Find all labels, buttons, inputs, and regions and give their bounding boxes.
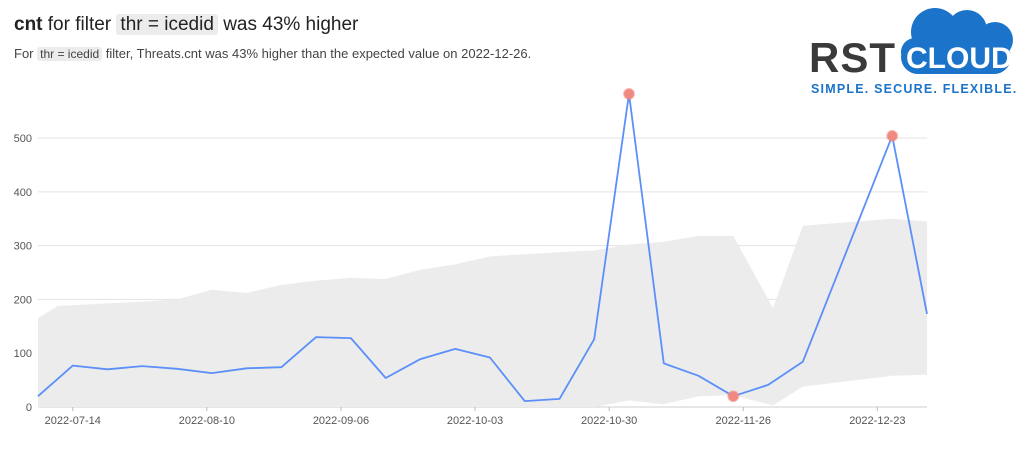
- x-tick-label: 2022-07-14: [45, 415, 101, 427]
- expected-range-band: [38, 218, 927, 407]
- cloud-icon: [901, 8, 1013, 74]
- y-tick-label: 0: [26, 402, 32, 414]
- logo-tagline: SIMPLE. SECURE. FLEXIBLE.: [811, 82, 1017, 96]
- anomaly-point: [623, 87, 636, 100]
- anomaly-point: [727, 390, 740, 403]
- x-tick-label: 2022-10-30: [581, 415, 637, 427]
- y-tick-label: 500: [14, 133, 32, 145]
- subtitle-filter-chip: thr = icedid: [37, 47, 103, 61]
- x-tick-label: 2022-12-23: [849, 415, 905, 427]
- title-text-pre: for filter: [47, 14, 112, 35]
- subtitle-for: For: [14, 46, 34, 61]
- logo-cloud-text: CLOUD: [906, 42, 1013, 75]
- axis-labels: 0 100 200 300 400 500 2022-07-14 2022-08-10 2022…: [14, 133, 906, 427]
- x-tick-label: 2022-08-10: [179, 415, 235, 427]
- logo-rst-text: RST: [809, 34, 896, 81]
- subtitle-rest: filter, Threats.cnt was 43% higher than …: [105, 46, 532, 61]
- anomaly-point: [886, 129, 899, 142]
- y-tick-label: 200: [14, 294, 32, 306]
- x-tick-label: 2022-10-03: [447, 415, 503, 427]
- expected-band-area: [38, 218, 927, 407]
- x-tick-label: 2022-09-06: [313, 415, 369, 427]
- chart-subtitle: For thr = icedid filter, Threats.cnt was…: [14, 46, 531, 61]
- anomaly-markers: [623, 87, 899, 403]
- y-tick-label: 100: [14, 348, 32, 360]
- title-text-post: was 43% higher: [223, 14, 359, 35]
- chart-title: cnt for filter thr = icedid was 43% high…: [14, 14, 358, 36]
- metric-name: cnt: [14, 14, 43, 35]
- y-tick-label: 300: [14, 241, 32, 253]
- filter-chip: thr = icedid: [116, 14, 218, 35]
- y-tick-label: 400: [14, 187, 32, 199]
- rst-cloud-logo: RST CLOUD SIMPLE. SECURE. FLEXIBLE.: [809, 8, 1017, 96]
- x-tick-label: 2022-11-26: [716, 415, 771, 427]
